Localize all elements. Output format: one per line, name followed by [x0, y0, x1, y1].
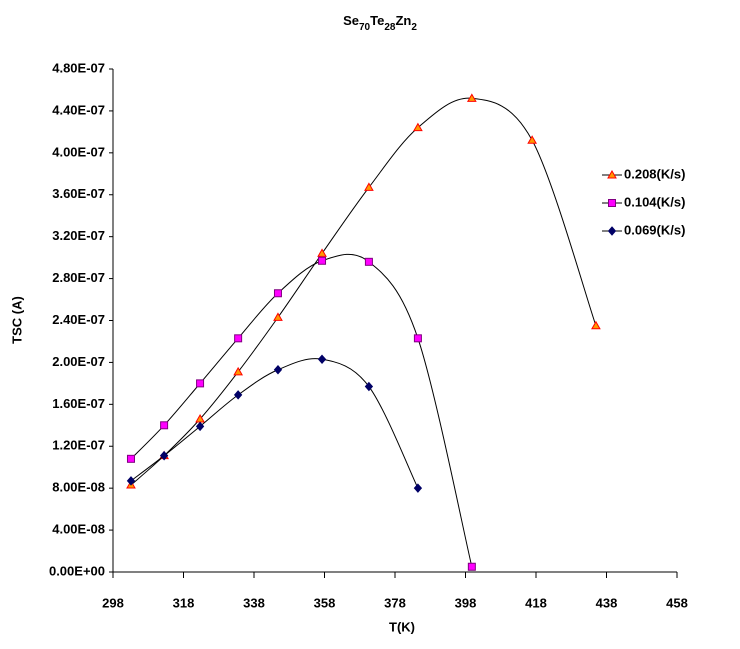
marker	[126, 476, 136, 486]
y-tick-label: 1.20E-07	[52, 438, 105, 453]
marker	[196, 379, 205, 388]
legend-marker	[608, 199, 616, 207]
marker	[318, 256, 327, 265]
legend-label: 0.104(K/s)	[624, 194, 685, 209]
marker	[527, 135, 537, 144]
y-tick-label: 2.40E-07	[52, 312, 105, 327]
marker	[413, 334, 422, 343]
legend-label: 0.069(K/s)	[624, 222, 685, 237]
marker	[159, 450, 169, 461]
marker	[234, 334, 243, 343]
marker	[126, 454, 135, 463]
marker	[195, 421, 205, 432]
y-tick-label: 1.60E-07	[52, 396, 105, 411]
x-tick-label: 378	[384, 595, 406, 610]
x-tick-label: 298	[102, 595, 124, 610]
x-tick-label: 418	[525, 595, 547, 610]
x-tick-label: 398	[455, 595, 477, 610]
marker	[160, 421, 169, 430]
marker	[364, 257, 373, 266]
y-tick-label: 3.60E-07	[52, 186, 105, 201]
marker	[317, 354, 327, 365]
marker	[233, 366, 243, 376]
marker	[273, 364, 283, 375]
y-tick-label: 8.00E-08	[52, 480, 105, 495]
x-tick-label: 318	[173, 595, 195, 610]
marker	[413, 122, 423, 132]
y-tick-label: 0.00E+00	[49, 563, 105, 578]
y-tick-label: 2.00E-07	[52, 354, 105, 369]
series-line	[130, 358, 419, 489]
y-tick-label: 3.20E-07	[52, 228, 105, 243]
marker	[364, 381, 374, 392]
y-tick-label: 4.00E-07	[52, 144, 105, 159]
x-tick-label: 458	[666, 595, 688, 610]
y-tick-label: 4.00E-08	[52, 522, 105, 537]
marker	[364, 182, 374, 191]
marker	[413, 483, 423, 493]
x-axis-label: T(K)	[389, 619, 415, 634]
series-line	[130, 253, 473, 567]
x-tick-label: 358	[314, 595, 336, 610]
legend-marker	[607, 226, 617, 236]
chart-title: Se70Te28Zn2	[343, 13, 417, 33]
y-tick-label: 2.80E-07	[52, 270, 105, 285]
legend-label: 0.208(K/s)	[624, 166, 685, 181]
y-axis-label: TSC (A)	[9, 296, 24, 344]
marker	[317, 248, 327, 257]
x-tick-label: 438	[596, 595, 618, 610]
marker	[273, 312, 283, 321]
y-tick-label: 4.40E-07	[52, 102, 105, 117]
marker	[233, 390, 243, 400]
marker	[466, 93, 477, 102]
marker	[467, 562, 476, 571]
x-tick-label: 338	[243, 595, 265, 610]
marker	[591, 320, 601, 330]
marker	[273, 289, 282, 298]
legend-marker	[607, 169, 617, 179]
y-tick-label: 4.80E-07	[52, 60, 105, 75]
